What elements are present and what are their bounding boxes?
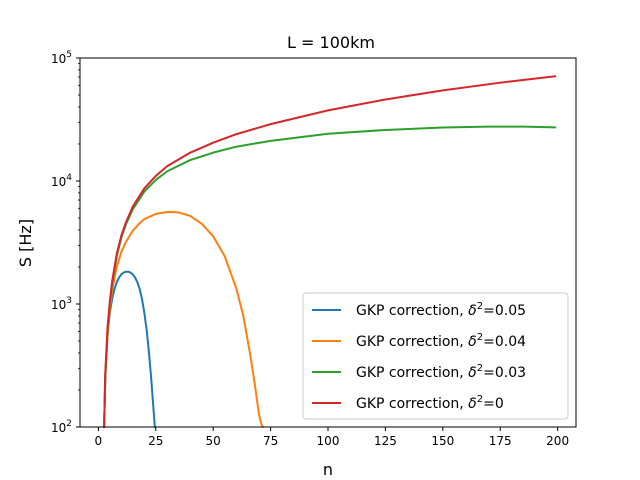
- x-tick-label: 50: [206, 434, 221, 448]
- y-tick-label: 103: [51, 296, 72, 312]
- chart-title: L = 100km: [287, 33, 375, 52]
- legend-label-4: GKP correction, δ2=0: [356, 394, 504, 412]
- series-line-2: [103, 210, 265, 428]
- series-line-4: [103, 75, 557, 428]
- x-axis-label: n: [323, 460, 333, 479]
- x-tick-label: 125: [374, 434, 397, 448]
- x-tick-label: 100: [317, 434, 340, 448]
- y-tick-label: 104: [51, 173, 72, 189]
- x-tick-label: 175: [489, 434, 512, 448]
- x-tick-label: 0: [95, 434, 103, 448]
- x-tick-label: 25: [148, 434, 163, 448]
- legend-label-3: GKP correction, δ2=0.03: [356, 363, 526, 381]
- legend-label-2: GKP correction, δ2=0.04: [356, 332, 526, 350]
- legend-label-1: GKP correction, δ2=0.05: [356, 301, 526, 319]
- x-tick-label: 75: [263, 434, 278, 448]
- y-tick-label: 105: [51, 50, 72, 66]
- x-tick-label: 200: [546, 434, 569, 448]
- y-tick-label: 102: [51, 419, 72, 435]
- legend-box: [302, 292, 569, 420]
- legend: GKP correction, δ2=0.05 GKP correction, δ…: [302, 292, 569, 420]
- y-axis-label: S [Hz]: [16, 219, 35, 267]
- x-tick-label: 150: [431, 434, 454, 448]
